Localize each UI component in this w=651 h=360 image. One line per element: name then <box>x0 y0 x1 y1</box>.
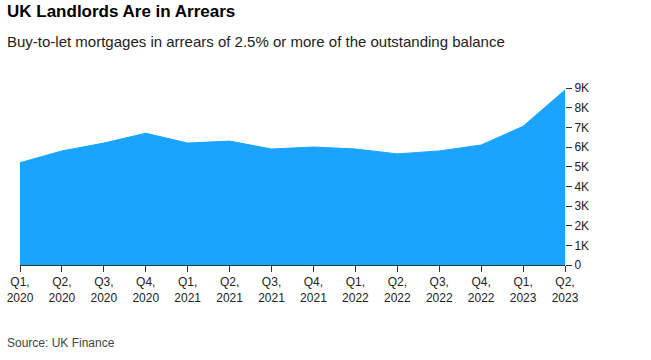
svg-text:Buy-to-let mortgages in arrear: Buy-to-let mortgages in arrears of 2.5% … <box>7 33 505 50</box>
svg-text:Q4,2020: Q4,2020 <box>132 275 159 305</box>
svg-text:Q4,2022: Q4,2022 <box>468 275 495 305</box>
svg-text:8K: 8K <box>574 101 589 115</box>
svg-text:Q2,2020: Q2,2020 <box>49 275 76 305</box>
svg-text:Q2,2023: Q2,2023 <box>552 275 579 305</box>
svg-text:2K: 2K <box>574 219 589 233</box>
svg-text:9K: 9K <box>574 81 589 95</box>
svg-text:6K: 6K <box>574 140 589 154</box>
svg-text:Source: UK Finance: Source: UK Finance <box>7 336 115 350</box>
svg-text:Q3,2020: Q3,2020 <box>90 275 117 305</box>
svg-text:Q2,2021: Q2,2021 <box>216 275 243 305</box>
svg-text:Q2,2022: Q2,2022 <box>384 275 411 305</box>
svg-text:Q4,2021: Q4,2021 <box>300 275 327 305</box>
svg-text:5K: 5K <box>574 160 589 174</box>
svg-text:Q1,2023: Q1,2023 <box>510 275 537 305</box>
svg-text:Q3,2022: Q3,2022 <box>426 275 453 305</box>
svg-text:4K: 4K <box>574 180 589 194</box>
svg-text:0: 0 <box>574 258 581 272</box>
svg-text:Q1,2020: Q1,2020 <box>7 275 34 305</box>
svg-text:Q3,2021: Q3,2021 <box>258 275 285 305</box>
svg-text:Q1,2022: Q1,2022 <box>342 275 369 305</box>
svg-text:Q1,2021: Q1,2021 <box>174 275 201 305</box>
svg-text:3K: 3K <box>574 199 589 213</box>
svg-text:1K: 1K <box>574 239 589 253</box>
svg-text:UK Landlords Are in Arrears: UK Landlords Are in Arrears <box>7 2 235 21</box>
svg-text:7K: 7K <box>574 121 589 135</box>
